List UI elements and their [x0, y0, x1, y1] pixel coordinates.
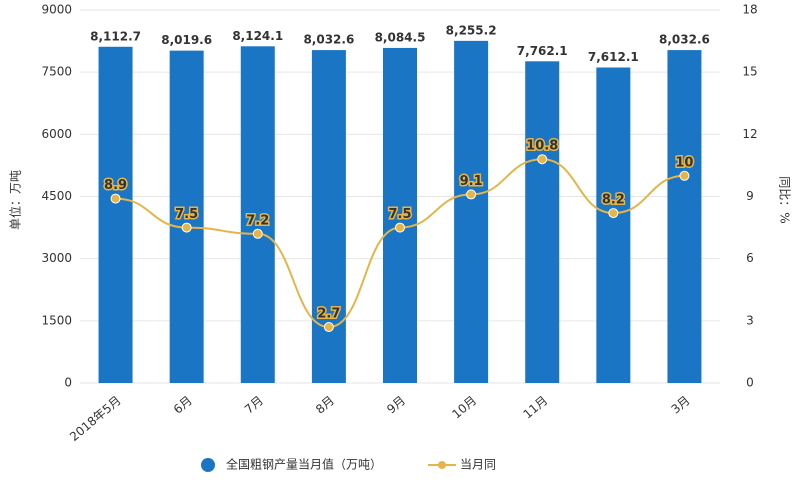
bar-value-label: 7,762.1 [517, 44, 568, 58]
bar-value-label: 8,112.7 [90, 29, 141, 43]
x-tick-label: 7月 [242, 393, 266, 416]
y-tick-label: 4500 [41, 189, 72, 203]
line-value-label: 10 [675, 155, 693, 170]
line-point [679, 170, 690, 181]
bar [596, 67, 631, 383]
bar [525, 61, 560, 383]
bar-value-label: 8,084.5 [375, 30, 426, 44]
bar [311, 50, 346, 384]
bar [169, 50, 204, 383]
y2-tick-label: 15 [742, 65, 757, 79]
bar [383, 47, 417, 384]
legend-label: 当月同 [460, 458, 496, 472]
x-tick-label: 9月 [384, 393, 408, 416]
y-axis-label: 单位：万吨 [8, 170, 23, 230]
x-tick-label: 11月 [521, 393, 551, 421]
bar-value-label: 8,032.6 [659, 33, 710, 47]
x-tick-label: 2018年5月 [67, 393, 124, 444]
bar-value-label: 7,612.1 [588, 50, 639, 64]
y2-tick-label: 0 [746, 376, 754, 390]
y2-tick-label: 3 [746, 313, 754, 327]
x-tick-label: 6月 [171, 393, 195, 416]
y2-tick-label: 12 [742, 127, 757, 141]
x-tick-label: 3月 [669, 393, 693, 416]
line-value-label: 7.2 [246, 213, 269, 228]
bar-value-label: 8,019.6 [161, 33, 212, 47]
line-value-label: 8.2 [602, 193, 625, 208]
line-point [110, 193, 121, 204]
line-value-label: 9.1 [460, 174, 483, 189]
y-tick-label: 7500 [41, 65, 72, 79]
y-tick-label: 9000 [41, 3, 72, 17]
line-value-label: 7.5 [175, 207, 198, 222]
bar-value-label: 8,255.2 [446, 23, 497, 37]
y2-axis-label: 同比：% [778, 176, 792, 223]
y2-tick-label: 6 [746, 251, 754, 265]
y-tick-label: 3000 [41, 251, 72, 265]
line-point [323, 322, 334, 333]
legend-marker [201, 458, 215, 472]
line-point [537, 154, 548, 165]
x-tick-label: 8月 [313, 393, 337, 416]
line-point [608, 208, 619, 219]
bar [240, 46, 275, 384]
line-value-label: 2.7 [317, 307, 340, 322]
y2-tick-label: 18 [742, 3, 757, 17]
legend-label: 全国粗钢产量当月值（万吨） [226, 457, 382, 472]
y-tick-label: 0 [64, 376, 72, 390]
line-point [252, 228, 263, 239]
y2-tick-label: 9 [746, 189, 754, 203]
bar [454, 40, 489, 383]
bar-value-label: 8,032.6 [303, 33, 354, 47]
y-tick-label: 1500 [41, 313, 72, 327]
line-point [395, 222, 405, 233]
line-value-label: 7.5 [388, 207, 411, 222]
bar [667, 50, 702, 384]
bar [98, 46, 133, 384]
y-tick-label: 6000 [41, 127, 72, 141]
x-tick-label: 10月 [449, 393, 479, 421]
bar-value-label: 8,124.1 [232, 29, 283, 43]
line-point [181, 222, 192, 233]
line-point [466, 189, 477, 200]
legend-marker [438, 461, 447, 469]
line-value-label: 8.9 [104, 178, 127, 193]
line-value-label: 10.8 [526, 139, 558, 154]
